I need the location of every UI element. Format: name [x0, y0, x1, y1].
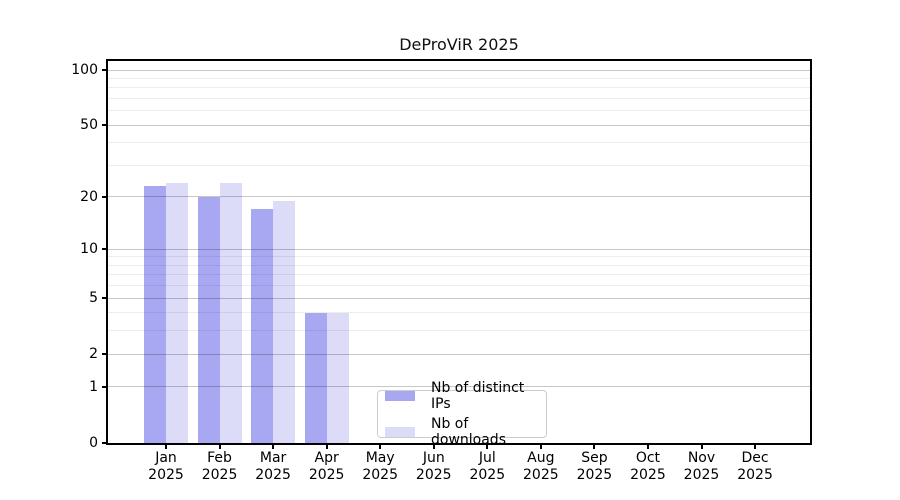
- minor-gridline: [108, 312, 810, 314]
- x-axis-tick: [754, 443, 757, 449]
- x-axis-tick: [539, 443, 542, 449]
- x-axis-tick-label: Jan 2025: [148, 450, 184, 483]
- chart-title: DeProViR 2025: [399, 35, 519, 54]
- legend-label-downloads: Nb of downloads: [431, 416, 506, 448]
- bar-downloads: [326, 312, 349, 443]
- major-gridline: [108, 353, 810, 355]
- major-gridline: [108, 69, 810, 71]
- minor-gridline: [108, 110, 810, 112]
- y-axis-tick-label: 20: [80, 188, 98, 205]
- x-axis-tick: [165, 443, 167, 449]
- minor-gridline: [108, 87, 810, 89]
- minor-gridline: [108, 330, 810, 332]
- minor-gridline: [108, 165, 810, 166]
- x-axis-tick-label: Feb 2025: [201, 450, 238, 483]
- minor-gridline: [108, 77, 810, 79]
- bar-distinct-ips: [144, 186, 166, 443]
- minor-gridline: [108, 98, 810, 100]
- bar-downloads: [273, 200, 296, 443]
- y-axis-tick: [102, 248, 108, 251]
- x-axis-tick-label: Aug 2025: [523, 450, 559, 483]
- x-axis-tick: [272, 443, 275, 449]
- bar-distinct-ips: [251, 209, 274, 443]
- y-axis-tick-label: 10: [80, 241, 98, 258]
- x-axis-tick-label: Nov 2025: [683, 450, 720, 483]
- y-axis-tick: [102, 69, 108, 72]
- x-axis-tick: [593, 443, 596, 449]
- major-gridline: [108, 248, 810, 250]
- x-axis-tick: [379, 443, 382, 449]
- legend: Nb of distinct IPs Nb of downloads: [377, 380, 547, 448]
- y-axis-tick-label: 100: [71, 62, 98, 79]
- x-axis-tick: [325, 443, 328, 449]
- y-axis-tick-label: 0: [89, 435, 98, 451]
- legend-label-distinct-ips: Nb of distinct IPs: [431, 380, 525, 412]
- legend-item-distinct-ips: Nb of distinct IPs: [385, 380, 546, 412]
- y-axis-tick-label: 2: [89, 346, 98, 363]
- minor-gridline: [108, 274, 810, 276]
- minor-gridline: [108, 264, 810, 266]
- legend-item-downloads: Nb of downloads: [385, 416, 546, 448]
- bar-downloads: [219, 182, 242, 443]
- x-axis-tick: [432, 443, 435, 449]
- legend-swatch-downloads: [385, 427, 415, 437]
- y-axis-tick: [102, 385, 108, 388]
- minor-gridline: [108, 285, 810, 287]
- major-gridline: [108, 124, 810, 126]
- x-axis-tick-label: May 2025: [362, 450, 398, 483]
- minor-gridline: [108, 256, 810, 258]
- x-axis-tick: [646, 443, 649, 449]
- y-axis-tick: [102, 442, 108, 444]
- legend-swatch-distinct-ips: [385, 391, 415, 401]
- bar-distinct-ips: [304, 312, 327, 443]
- y-axis-tick: [102, 124, 108, 127]
- x-axis-tick-label: Oct 2025: [630, 450, 666, 483]
- bar-downloads: [166, 182, 188, 443]
- x-axis-tick: [218, 443, 221, 449]
- x-axis-tick-label: Jul 2025: [469, 450, 506, 483]
- minor-gridline: [108, 142, 810, 144]
- x-axis-tick-label: Mar 2025: [255, 450, 291, 483]
- x-axis-tick: [700, 443, 703, 449]
- y-axis-tick: [102, 353, 108, 356]
- y-axis-tick: [102, 195, 108, 198]
- x-axis-tick-label: Dec 2025: [737, 450, 773, 483]
- y-axis-tick-label: 50: [80, 117, 98, 134]
- x-axis-tick-label: Sep 2025: [576, 450, 613, 483]
- x-axis-tick: [486, 443, 489, 449]
- x-axis-tick-label: Jun 2025: [415, 450, 452, 483]
- bar-distinct-ips: [197, 196, 220, 443]
- major-gridline: [108, 196, 810, 198]
- y-axis-tick-label: 1: [89, 378, 98, 395]
- y-axis-tick-label: 5: [89, 290, 98, 307]
- major-gridline: [108, 297, 810, 299]
- major-gridline: [108, 386, 810, 388]
- y-axis-tick: [102, 297, 108, 300]
- x-axis-tick-label: Apr 2025: [308, 450, 345, 483]
